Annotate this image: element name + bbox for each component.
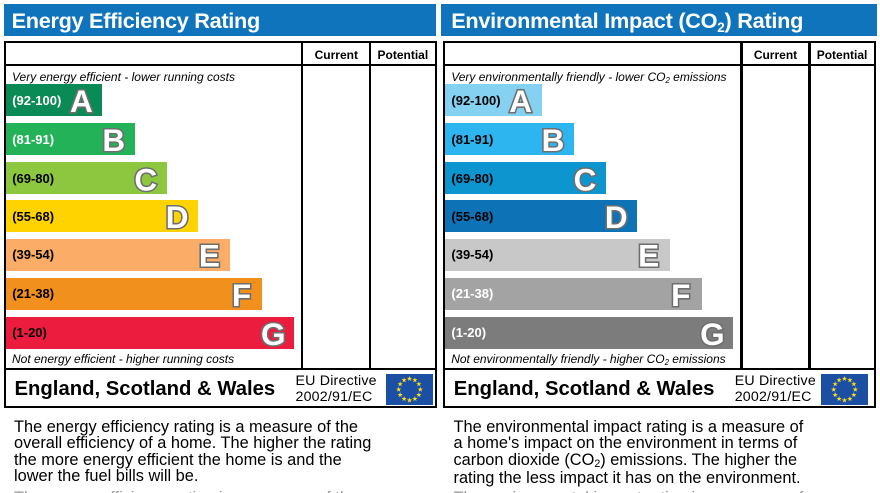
svg-text:C: C xyxy=(574,161,597,197)
svg-text:G: G xyxy=(261,316,286,352)
svg-text:C: C xyxy=(134,161,157,197)
svg-text:D: D xyxy=(605,199,628,235)
svg-text:E: E xyxy=(199,238,220,274)
svg-text:F: F xyxy=(671,277,690,313)
svg-text:D: D xyxy=(166,199,189,235)
svg-text:E: E xyxy=(638,238,659,274)
svg-text:F: F xyxy=(232,277,251,313)
svg-text:G: G xyxy=(700,316,725,352)
svg-text:A: A xyxy=(70,83,93,119)
svg-text:B: B xyxy=(102,122,125,158)
svg-text:B: B xyxy=(542,122,565,158)
svg-text:A: A xyxy=(509,83,532,119)
